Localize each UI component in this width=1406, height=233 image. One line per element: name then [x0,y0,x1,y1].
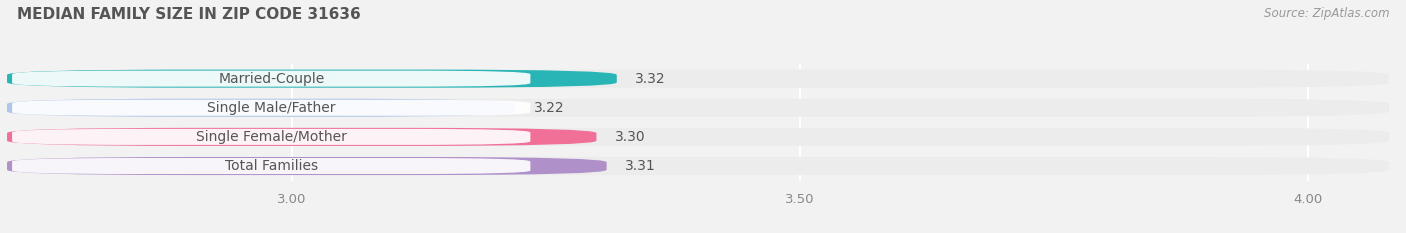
FancyBboxPatch shape [7,70,1389,88]
Text: Married-Couple: Married-Couple [218,72,325,86]
FancyBboxPatch shape [13,71,530,87]
Text: Single Male/Father: Single Male/Father [207,101,336,115]
Text: 3.31: 3.31 [624,159,655,173]
FancyBboxPatch shape [13,158,530,174]
FancyBboxPatch shape [7,128,596,146]
FancyBboxPatch shape [7,99,515,117]
FancyBboxPatch shape [7,157,1389,175]
FancyBboxPatch shape [7,157,606,175]
Text: 3.30: 3.30 [614,130,645,144]
Text: 3.22: 3.22 [533,101,564,115]
Text: MEDIAN FAMILY SIZE IN ZIP CODE 31636: MEDIAN FAMILY SIZE IN ZIP CODE 31636 [17,7,360,22]
Text: 3.32: 3.32 [636,72,665,86]
Text: Single Female/Mother: Single Female/Mother [195,130,347,144]
Text: Total Families: Total Families [225,159,318,173]
FancyBboxPatch shape [13,100,530,116]
FancyBboxPatch shape [7,70,617,88]
FancyBboxPatch shape [7,99,1389,117]
FancyBboxPatch shape [7,128,1389,146]
Text: Source: ZipAtlas.com: Source: ZipAtlas.com [1264,7,1389,20]
FancyBboxPatch shape [13,129,530,145]
